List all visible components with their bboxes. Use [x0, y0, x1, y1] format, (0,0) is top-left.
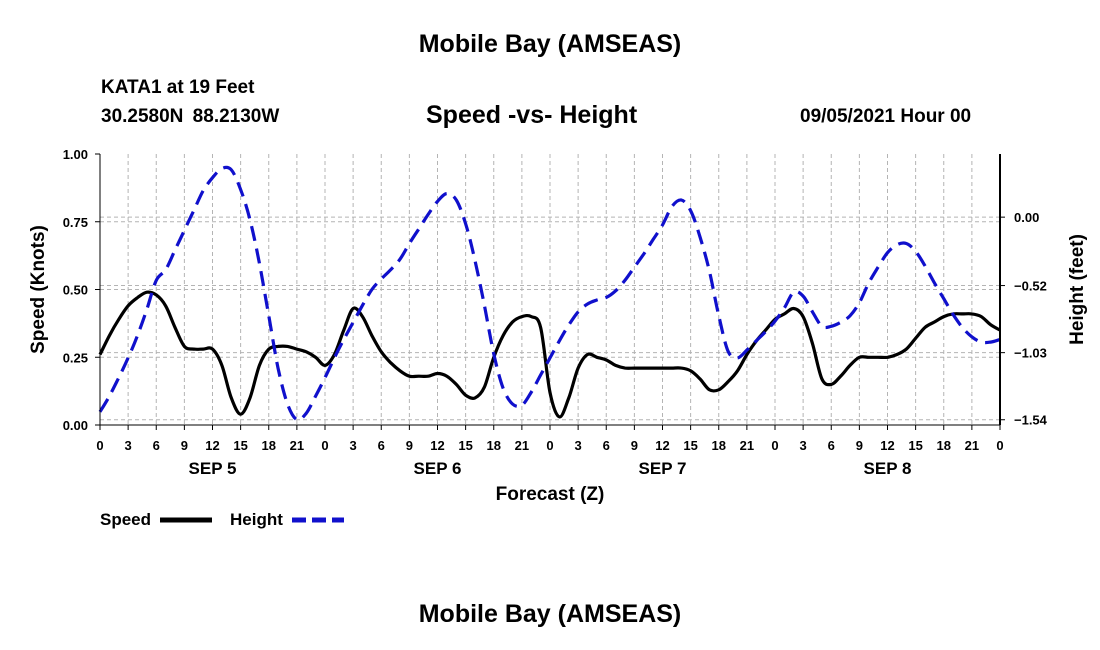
station-coordinates: 30.2580N 88.2130W	[101, 106, 280, 127]
x-tick-label: 9	[856, 438, 863, 453]
y2-tick-label: 0.00	[1014, 210, 1039, 225]
y2-axis-label: Height (feet)	[1067, 234, 1088, 345]
x-tick-label: 0	[546, 438, 553, 453]
chart-ticks	[95, 153, 1005, 430]
x-tick-label: 21	[290, 438, 304, 453]
page-title: Mobile Bay (AMSEAS)	[418, 30, 682, 58]
day-label: SEP 7	[639, 459, 687, 478]
x-tick-label: 15	[908, 438, 922, 453]
x-tick-label: 0	[321, 438, 328, 453]
x-tick-label: 21	[740, 438, 754, 453]
x-tick-label: 12	[880, 438, 894, 453]
footer-title: Mobile Bay (AMSEAS)	[418, 600, 682, 628]
x-tick-label: 15	[683, 438, 697, 453]
y-tick-label: 0.00	[63, 418, 88, 433]
y-axis-label: Speed (Knots)	[28, 225, 49, 354]
y2-tick-label: −1.54	[1014, 413, 1048, 428]
y-tick-label: 0.75	[63, 215, 88, 230]
x-tick-label: 3	[350, 438, 357, 453]
x-tick-label: 6	[378, 438, 385, 453]
x-tick-label: 9	[631, 438, 638, 453]
x-tick-label: 6	[828, 438, 835, 453]
legend-height-label: Height	[230, 510, 283, 529]
legend-speed-label: Speed	[100, 510, 151, 529]
day-label: SEP 6	[414, 459, 462, 478]
x-tick-label: 0	[96, 438, 103, 453]
forecast-time: 09/05/2021 Hour 00	[800, 106, 972, 127]
x-tick-label: 9	[181, 438, 188, 453]
x-tick-label: 21	[515, 438, 529, 453]
x-axis-label: Forecast (Z)	[496, 484, 605, 505]
y-tick-label: 1.00	[63, 147, 88, 162]
chart-legend: Speed Height	[100, 510, 344, 529]
x-tick-label: 12	[430, 438, 444, 453]
x-tick-label: 3	[125, 438, 132, 453]
y-tick-label: 0.50	[63, 283, 88, 298]
x-tick-label: 15	[458, 438, 472, 453]
x-tick-label: 15	[233, 438, 247, 453]
chart-series	[98, 165, 1001, 422]
x-tick-label: 12	[205, 438, 219, 453]
chart-title: Speed -vs- Height	[426, 101, 638, 129]
x-tick-label: 0	[771, 438, 778, 453]
x-tick-label: 18	[937, 438, 951, 453]
day-label: SEP 5	[189, 459, 237, 478]
height-series-line	[98, 165, 1001, 422]
x-tick-label: 0	[996, 438, 1003, 453]
x-tick-label: 21	[965, 438, 979, 453]
day-label: SEP 8	[864, 459, 912, 478]
x-tick-label: 18	[487, 438, 501, 453]
x-tick-label: 6	[153, 438, 160, 453]
x-tick-label: 12	[655, 438, 669, 453]
y2-tick-label: −1.03	[1014, 346, 1047, 361]
x-tick-label: 3	[800, 438, 807, 453]
y-tick-label: 0.25	[63, 350, 88, 365]
x-tick-label: 18	[712, 438, 726, 453]
y2-tick-label: −0.52	[1014, 279, 1047, 294]
x-tick-label: 6	[603, 438, 610, 453]
x-tick-label: 18	[262, 438, 276, 453]
chart-labels: 0 3 6 9 12 15 18 21 0 3 6 9 12 15 18 21 0 3 6 9 12 15 18 21 0 3 6 9…	[28, 147, 1088, 505]
chart-grid	[100, 154, 1000, 425]
station-name: KATA1 at 19 Feet	[101, 77, 255, 98]
speed-series-line	[98, 290, 1001, 419]
x-tick-label: 9	[406, 438, 413, 453]
x-tick-label: 3	[575, 438, 582, 453]
